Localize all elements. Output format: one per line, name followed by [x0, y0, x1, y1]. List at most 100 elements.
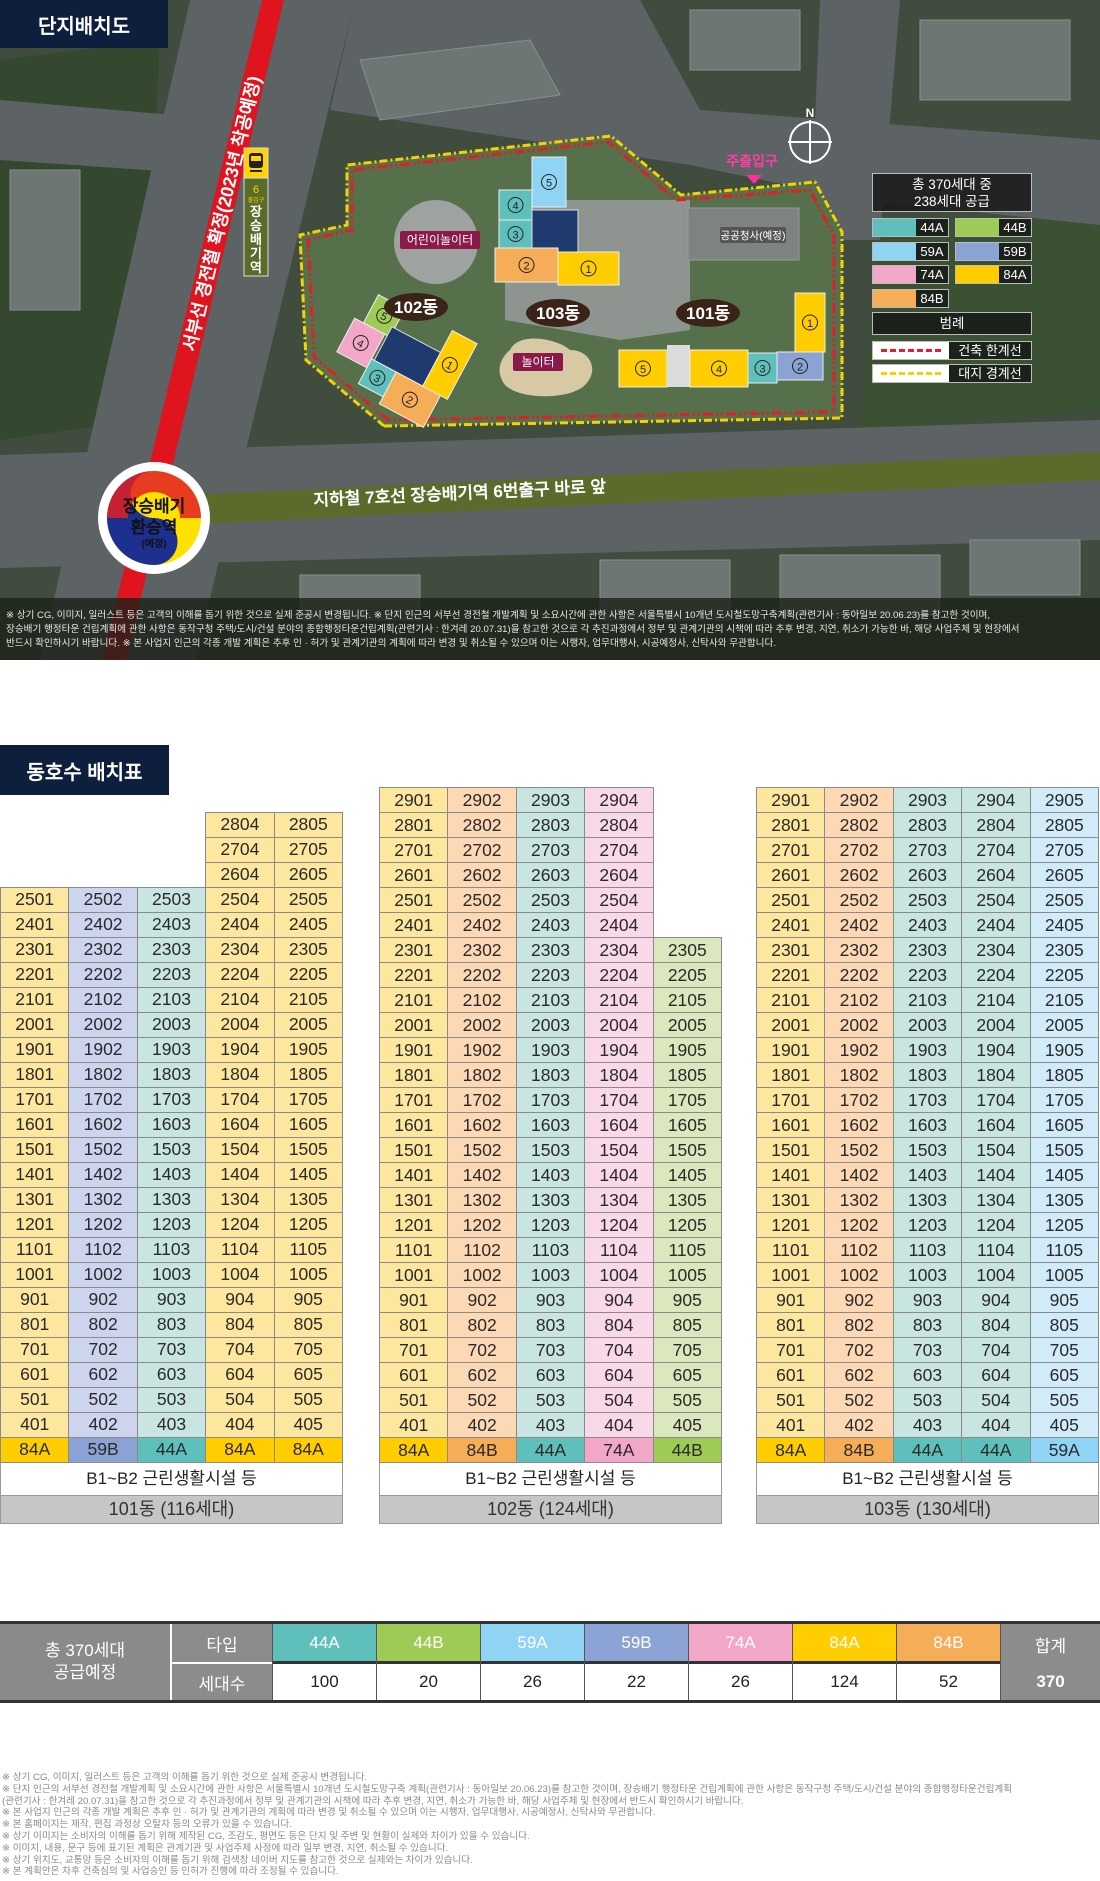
unit-cell: 2905: [1029, 787, 1100, 813]
floor-row: 901 902 903 904 905: [378, 1287, 723, 1313]
unit-cell: 401: [378, 1412, 449, 1438]
unit-cell: 2902: [447, 787, 517, 813]
floor-row: 1801 1802 1803 1804 1805: [378, 1062, 723, 1088]
unit-cell: 2301: [0, 936, 70, 963]
summary-count: 52: [897, 1664, 1000, 1700]
svg-text:1: 1: [444, 359, 455, 372]
unit-cell: 2404: [584, 912, 654, 938]
unit-cell: 2804: [584, 812, 654, 838]
unit-cell: 1103: [515, 1237, 586, 1263]
unit-number-marker: 3: [754, 360, 771, 376]
legend-type-label: 44B: [1003, 220, 1027, 235]
legend-swatch: [873, 266, 916, 283]
unit-number-marker: 5: [635, 360, 651, 377]
unit-cell: 805: [652, 1312, 723, 1338]
unit-59A: [531, 156, 567, 208]
unit-cell: 2104: [584, 987, 654, 1013]
unit-cell: 2001: [0, 1011, 70, 1038]
unit-cell: 2205: [652, 962, 723, 988]
legend-type-label: 84B: [920, 290, 944, 306]
unit-cell: 1104: [205, 1236, 275, 1263]
unit-cell: 2502: [447, 887, 517, 913]
floor-row: 2001 2002 2003 2004 2005: [378, 1012, 723, 1038]
unit-cell: 1905: [273, 1036, 344, 1063]
unit-cell: 2303: [136, 936, 207, 963]
unit-number-marker: 3: [369, 369, 386, 386]
legend-type-label: 59B: [1003, 243, 1027, 259]
unit-cell: 1205: [1029, 1212, 1100, 1238]
dong-table-2: 2901 2902 2903 2904 2801 2802 2803 2804 2701 2702…: [378, 787, 723, 1524]
unit-cell: 703: [136, 1336, 207, 1363]
unit-cell: 1501: [755, 1137, 826, 1163]
unit-cell: 2204: [961, 962, 1031, 988]
unit-cell: 505: [273, 1386, 344, 1413]
empty-cell: [653, 863, 721, 888]
unit-cell: 905: [1029, 1287, 1100, 1313]
unit-cell: 2602: [824, 862, 894, 888]
unit-cell: 1602: [447, 1112, 517, 1138]
unit-cell: 1505: [652, 1137, 723, 1163]
unit-cell: 705: [1029, 1337, 1100, 1363]
unit-cell: 1102: [824, 1237, 894, 1263]
floor-row: 1501 1502 1503 1504 1505: [755, 1137, 1100, 1163]
unit-cell: 2103: [892, 987, 963, 1013]
floor-row: 1701 1702 1703 1704 1705: [0, 1086, 344, 1113]
unit-cell: 2704: [584, 837, 654, 863]
legend-type-84A: 84A: [955, 265, 1032, 284]
unit-cell: 2204: [584, 962, 654, 988]
summary-count: 26: [481, 1664, 584, 1700]
unit-cell: 2604: [205, 861, 275, 888]
unit-cell: 2801: [378, 812, 449, 838]
unit-cell: 2002: [824, 1012, 894, 1038]
unit-cell: 2203: [892, 962, 963, 988]
summary-type-label: 84A: [793, 1624, 896, 1664]
floor-row: 1701 1702 1703 1704 1705: [755, 1087, 1100, 1113]
unit-cell: 2203: [515, 962, 586, 988]
unit-cell: 1102: [447, 1237, 517, 1263]
unit-cell: 2305: [1029, 937, 1100, 963]
unit-cell: 1204: [961, 1212, 1031, 1238]
unit-cell: 2505: [273, 886, 344, 913]
unit-cell: 1304: [205, 1186, 275, 1213]
unit-cell: 1101: [0, 1236, 70, 1263]
unit-cell: 1403: [892, 1162, 963, 1188]
unit-cell: 1805: [652, 1062, 723, 1088]
unit-cell: 2403: [515, 912, 586, 938]
floor-row: 2401 2402 2403 2404: [378, 912, 722, 938]
unit-cell: 1101: [755, 1237, 826, 1263]
floor-row: 1701 1702 1703 1704 1705: [378, 1087, 723, 1113]
unit-cell: 2504: [961, 887, 1031, 913]
unit-cell: 1603: [136, 1111, 207, 1138]
building-102: 5 4 3 2 1: [336, 293, 478, 428]
floor-row: 1801 1802 1803 1804 1805: [755, 1062, 1100, 1088]
unit-number-marker: 3: [507, 226, 524, 242]
unit-type-cell: 44A: [961, 1437, 1031, 1463]
unit-number-marker: 1: [441, 356, 458, 373]
unit-cell: 2504: [205, 886, 275, 913]
summary-header-column: 타입 세대수: [172, 1624, 273, 1700]
floor-row: 1401 1402 1403 1404 1405: [378, 1162, 723, 1188]
legend-site-boundary-line: 대지 경계선: [872, 364, 1032, 383]
footnote-line: ※ 본 홈페이지는 제작, 편집 과정상 오탈자 등의 오류가 있을 수 있습니…: [2, 1819, 292, 1831]
legend-swatch: [956, 242, 999, 260]
unit-cell: 2503: [892, 887, 963, 913]
floor-row: 601 602 603 604 605: [755, 1362, 1100, 1388]
floor-row: 801 802 803 804 805: [0, 1311, 344, 1338]
surrounding-buildings: [9, 9, 1081, 621]
unit-cell: 604: [961, 1362, 1031, 1388]
unit-cell: 403: [892, 1412, 963, 1438]
legend-type-44A: 44A: [872, 218, 949, 237]
unit-cell: 1204: [205, 1211, 275, 1238]
floor-row: 1601 1602 1603 1604 1605: [378, 1112, 723, 1138]
unit-cell: 2403: [892, 912, 963, 938]
unit-cell: 2503: [515, 887, 586, 913]
unit-cell: 1105: [1029, 1237, 1100, 1263]
floor-row: 501 502 503 504 505: [378, 1387, 723, 1413]
unit-cell: 903: [136, 1286, 207, 1313]
empty-cell: [69, 837, 137, 862]
floor-row: 1001 1002 1003 1004 1005: [755, 1262, 1100, 1288]
floor-row: 1001 1002 1003 1004 1005: [378, 1262, 723, 1288]
unit-cell: 604: [584, 1362, 654, 1388]
dong-label: 103동 (130세대): [756, 1496, 1099, 1524]
unit-cell: 2102: [824, 987, 894, 1013]
